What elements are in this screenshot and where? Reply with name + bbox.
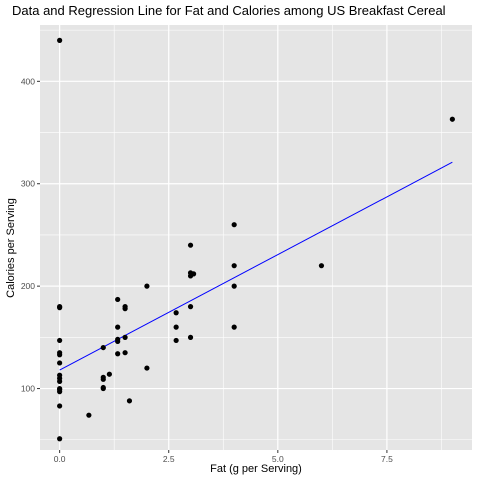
data-point <box>187 242 194 248</box>
data-point <box>86 412 92 418</box>
data-point <box>144 283 150 289</box>
x-axis-title: Fat (g per Serving) <box>210 463 302 475</box>
data-point <box>57 337 63 344</box>
minor-gridlines <box>40 25 472 450</box>
y-tick-label: 100 <box>21 384 35 394</box>
data-point <box>115 296 121 303</box>
data-point <box>115 324 121 330</box>
data-point <box>57 389 63 395</box>
data-point <box>57 352 63 358</box>
x-tick-label: 5.0 <box>272 454 284 464</box>
data-point <box>57 305 63 311</box>
data-point <box>173 337 179 344</box>
data-point <box>231 222 237 228</box>
x-axis: 0.0 2.5 5.0 7.5 <box>54 450 393 464</box>
data-point <box>231 263 237 269</box>
data-point <box>57 403 63 409</box>
data-point <box>318 263 325 269</box>
plot-panel <box>40 25 472 450</box>
data-point <box>115 351 121 357</box>
data-point <box>187 334 194 340</box>
data-point <box>100 344 106 351</box>
x-tick-label: 7.5 <box>381 454 393 464</box>
data-point <box>122 306 128 312</box>
y-tick-label: 400 <box>21 76 35 86</box>
data-point <box>100 385 106 392</box>
data-point <box>106 371 112 377</box>
chart-title: Data and Regression Line for Fat and Cal… <box>12 3 446 18</box>
data-point <box>231 324 237 330</box>
data-point <box>122 334 128 340</box>
y-tick-label: 200 <box>21 281 35 291</box>
data-point <box>115 338 121 345</box>
data-point <box>187 304 194 310</box>
x-tick-label: 0.0 <box>54 454 66 464</box>
y-tick-label: 300 <box>21 179 35 189</box>
data-point <box>57 378 63 384</box>
y-axis-title: Calories per Serving <box>5 198 17 298</box>
data-points <box>57 37 455 442</box>
data-point <box>122 350 128 356</box>
y-axis: 100 200 300 400 <box>21 76 40 394</box>
x-tick-label: 2.5 <box>163 454 175 464</box>
data-point <box>173 310 179 316</box>
data-point <box>57 37 63 43</box>
data-point <box>449 116 455 122</box>
data-point <box>57 436 63 442</box>
data-point <box>100 376 106 382</box>
data-point <box>126 398 133 404</box>
data-point <box>231 283 237 289</box>
data-point <box>191 271 197 277</box>
data-point <box>144 365 150 371</box>
data-point <box>57 360 63 366</box>
data-point <box>173 324 179 330</box>
